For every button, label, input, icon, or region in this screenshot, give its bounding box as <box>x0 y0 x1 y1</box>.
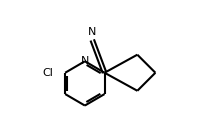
Text: Cl: Cl <box>42 68 53 78</box>
Text: N: N <box>81 56 89 66</box>
Text: N: N <box>88 27 97 37</box>
